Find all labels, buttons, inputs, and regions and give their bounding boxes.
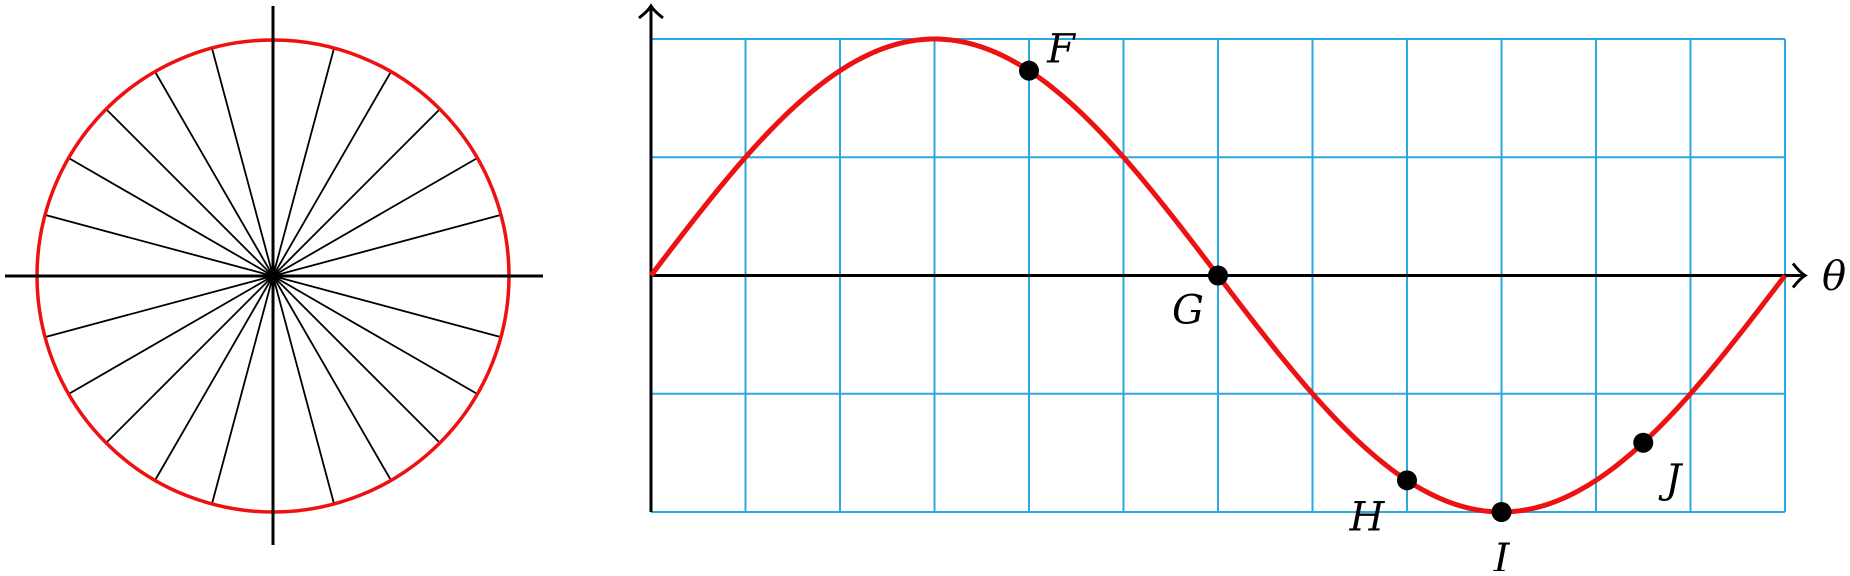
- spoke-5: [272, 47, 335, 277]
- spoke-10: [68, 157, 274, 277]
- point-J: [1633, 432, 1654, 453]
- spoke-21: [272, 275, 441, 444]
- sine-graph-panel: θ F G H I J: [638, 3, 1846, 576]
- spoke-20: [272, 275, 392, 481]
- x-axis-arrowhead: [1791, 262, 1808, 289]
- point-H: [1397, 470, 1417, 491]
- unit-circle-panel: [5, 6, 543, 545]
- point-I: [1491, 502, 1512, 522]
- spoke-19: [272, 275, 335, 505]
- spoke-8: [154, 71, 274, 277]
- point-label-J: J: [1658, 457, 1683, 503]
- point-label-H: H: [1349, 494, 1386, 540]
- spoke-7: [211, 47, 274, 277]
- theta-axis-label: θ: [1822, 254, 1846, 300]
- point-label-G: G: [1172, 288, 1204, 334]
- spoke-22: [272, 275, 478, 395]
- spoke-11: [44, 214, 274, 277]
- spoke-4: [272, 71, 392, 277]
- point-label-F: F: [1046, 27, 1076, 73]
- spoke-9: [105, 108, 274, 277]
- point-G: [1208, 265, 1228, 286]
- point-label-I: I: [1493, 536, 1511, 571]
- spoke-3: [272, 108, 441, 277]
- spoke-15: [105, 275, 274, 444]
- spoke-13: [44, 275, 274, 338]
- spoke-14: [68, 275, 274, 395]
- spoke-16: [154, 275, 274, 481]
- point-F: [1019, 60, 1039, 81]
- spoke-17: [211, 275, 274, 505]
- spoke-23: [272, 275, 502, 338]
- y-axis-arrowhead: [638, 3, 664, 20]
- spoke-1: [272, 214, 502, 277]
- spoke-2: [272, 157, 478, 277]
